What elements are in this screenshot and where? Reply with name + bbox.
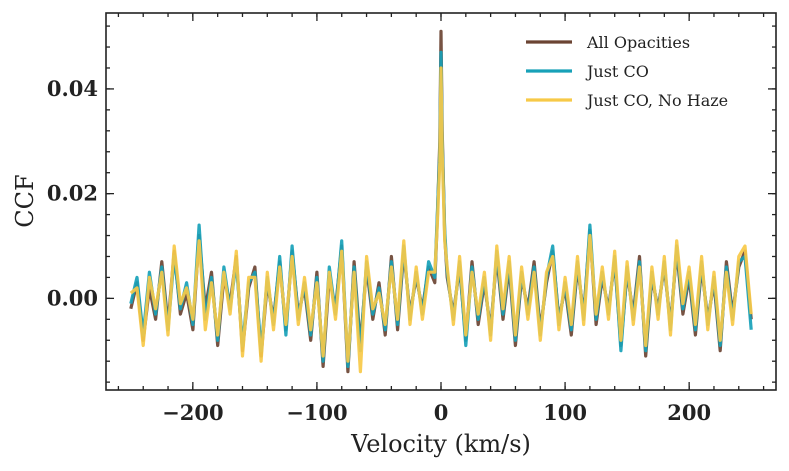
y-axis-label: CCF <box>11 174 39 227</box>
legend-label-1: All Opacities <box>586 33 690 52</box>
legend-label-3: Just CO, No Haze <box>585 91 728 110</box>
y-tick-label: 0.00 <box>47 285 98 310</box>
x-tick-label: 200 <box>667 400 711 425</box>
series-layer <box>129 29 753 374</box>
y-tick-label: 0.04 <box>47 76 98 101</box>
ticks-layer: −200 −100 0 100 200 0.00 0.02 0.04 <box>47 13 776 425</box>
x-tick-label: −100 <box>286 400 347 425</box>
legend: All Opacities Just CO Just CO, No Haze <box>526 33 728 110</box>
legend-label-2: Just CO <box>585 62 649 81</box>
series-line-3 <box>129 66 753 374</box>
x-tick-label: 0 <box>434 400 449 425</box>
y-tick-label: 0.02 <box>47 181 98 206</box>
x-tick-label: 100 <box>543 400 587 425</box>
x-tick-label: −200 <box>162 400 223 425</box>
x-axis-label: Velocity (km/s) <box>350 430 531 458</box>
